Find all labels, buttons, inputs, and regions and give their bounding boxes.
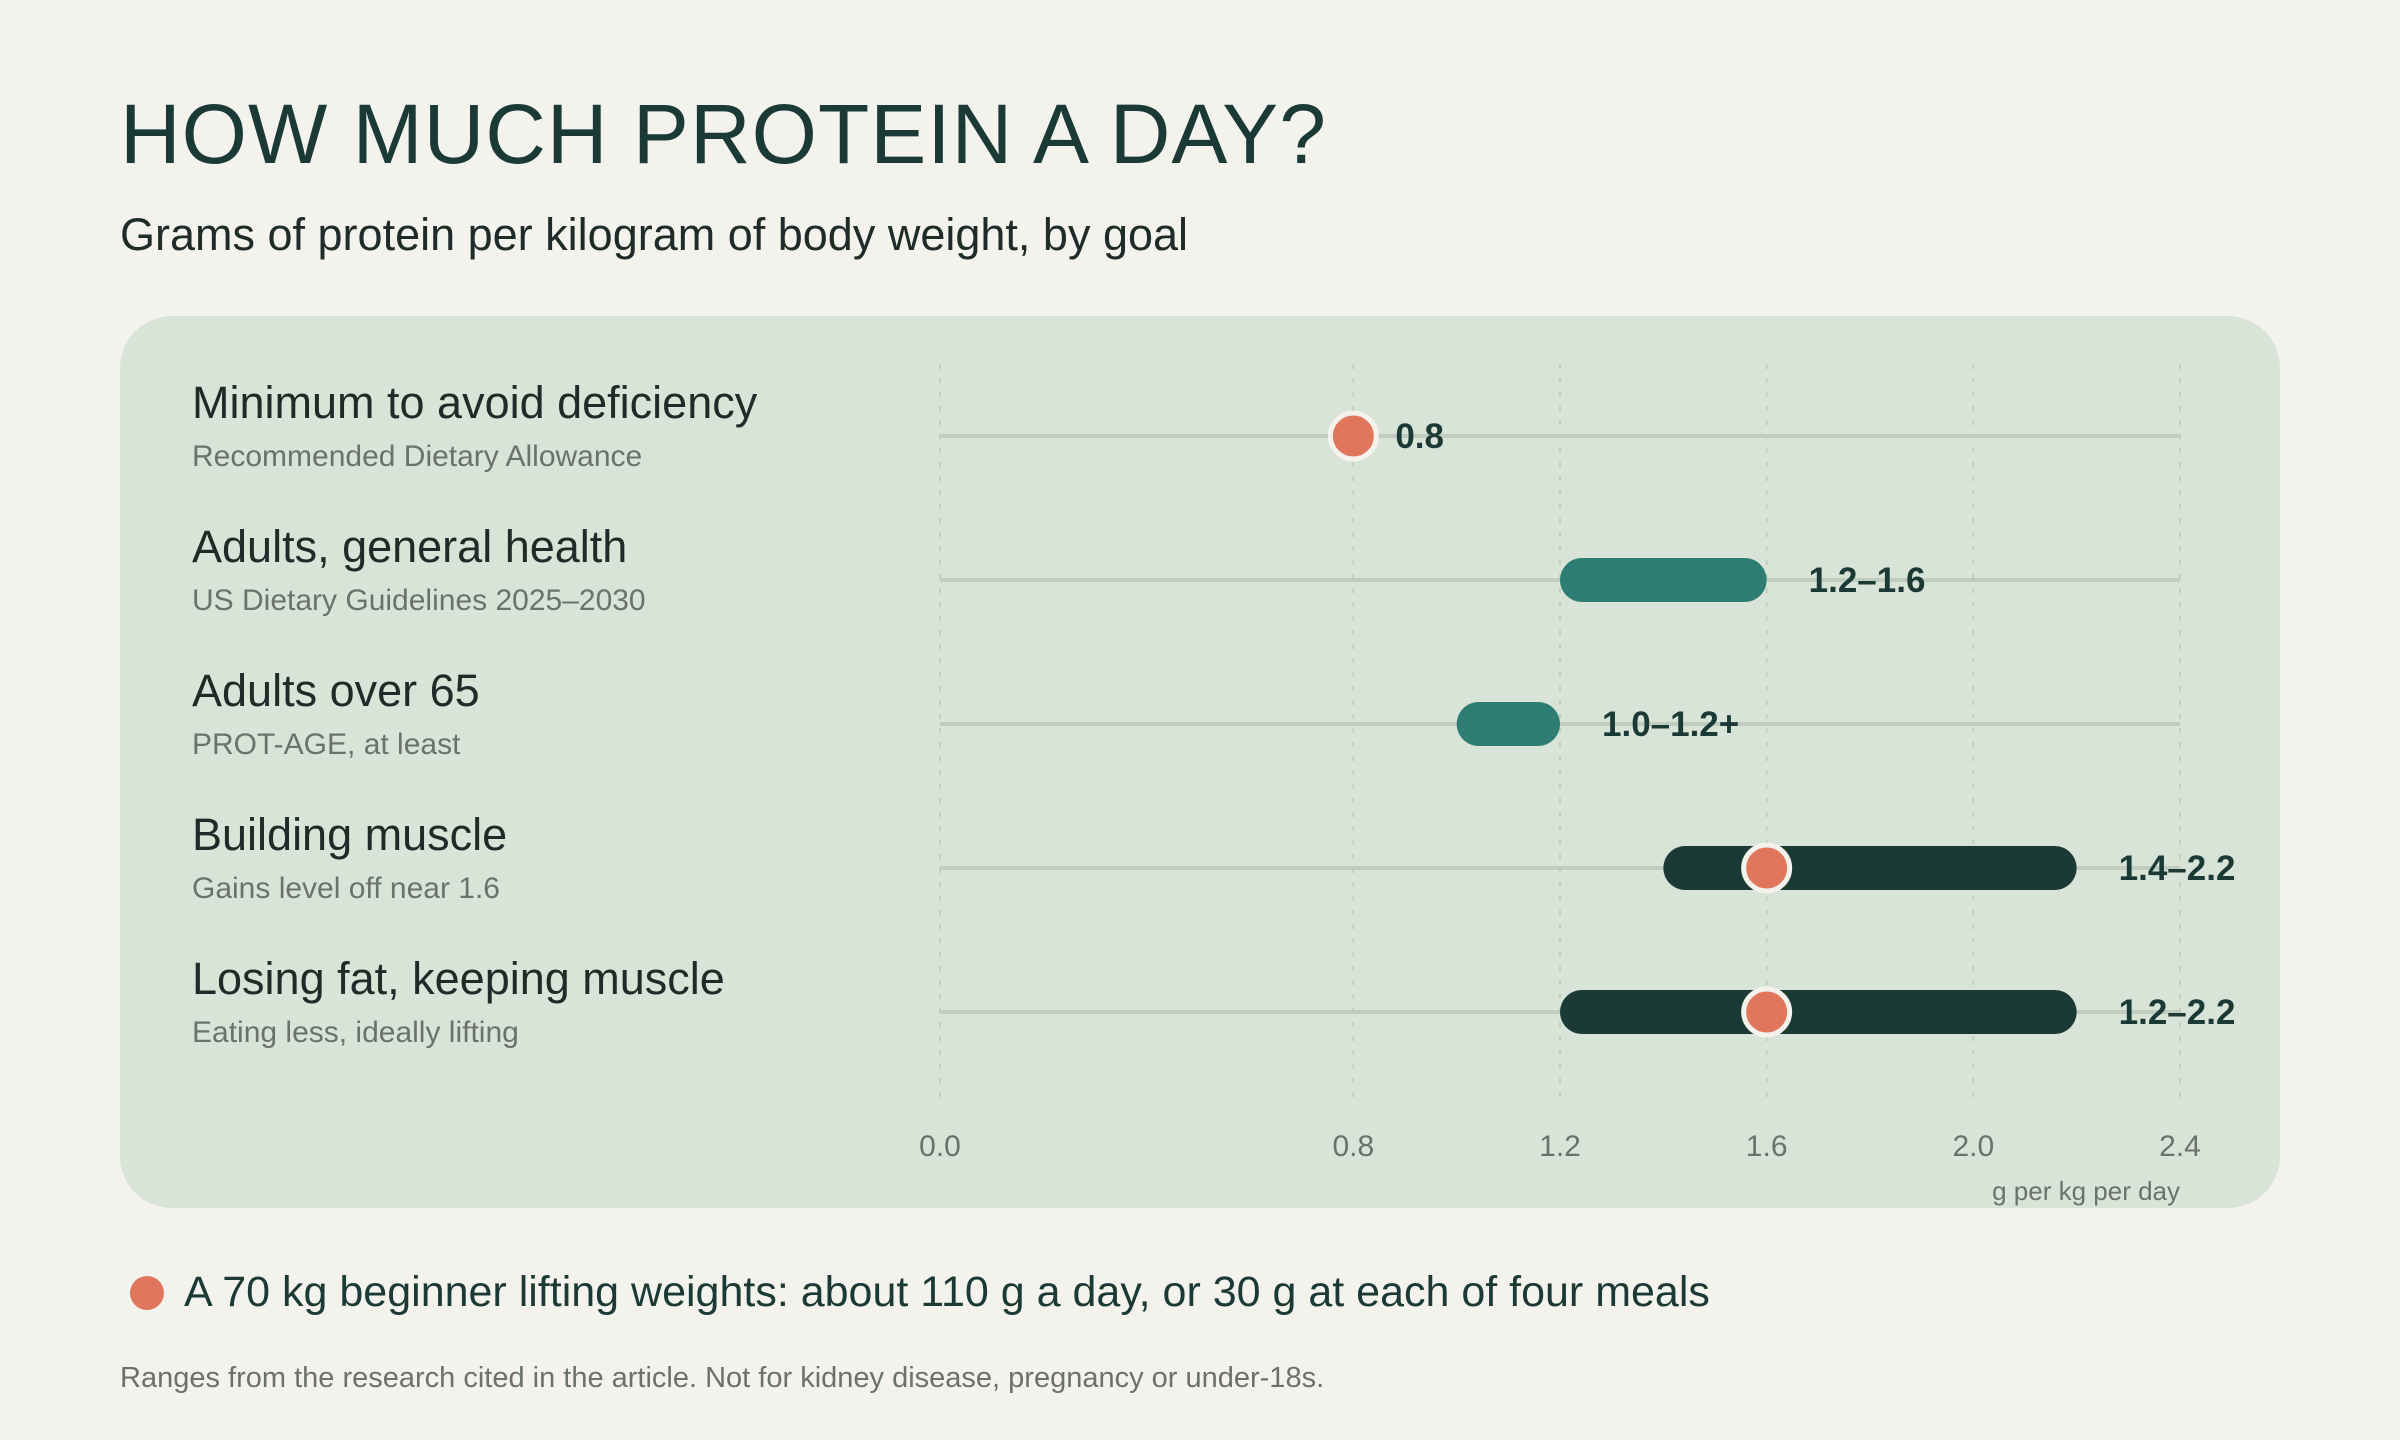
- value-label-1: 1.2–1.6: [1809, 561, 1926, 600]
- row-sublabel-0: Recommended Dietary Allowance: [192, 440, 642, 473]
- row-sublabel-3: Gains level off near 1.6: [192, 872, 500, 905]
- value-label-3: 1.4–2.2: [2119, 849, 2236, 888]
- row-label-1: Adults, general health: [192, 521, 627, 572]
- example-note-text: A 70 kg beginner lifting weights: about …: [184, 1268, 1710, 1316]
- page-title: HOW MUCH PROTEIN A DAY?: [120, 87, 1327, 181]
- row-sublabel-1: US Dietary Guidelines 2025–2030: [192, 584, 646, 617]
- marker-0: [1327, 410, 1379, 462]
- row-label-0: Minimum to avoid deficiency: [192, 377, 758, 428]
- row-sublabel-2: PROT-AGE, at least: [192, 728, 461, 761]
- tick-label-5: 2.4: [2159, 1130, 2201, 1163]
- range-bar-4: [1560, 990, 2077, 1034]
- chart-panel: Minimum to avoid deficiency Recommended D…: [120, 316, 2280, 1208]
- marker-4: [1741, 986, 1793, 1038]
- page-subtitle: Grams of protein per kilogram of body we…: [120, 209, 1189, 260]
- range-bar-3: [1663, 846, 2077, 890]
- row-sublabel-4: Eating less, ideally lifting: [192, 1016, 519, 1049]
- value-label-4: 1.2–2.2: [2119, 993, 2236, 1032]
- marker-dot-icon: [130, 1275, 164, 1310]
- range-bar-1: [1560, 558, 1767, 602]
- marker-3: [1741, 842, 1793, 894]
- x-axis-unit-label: g per kg per day: [1992, 1176, 2180, 1206]
- row-label-4: Losing fat, keeping muscle: [192, 953, 725, 1004]
- row-label-2: Adults over 65: [192, 665, 480, 716]
- tick-label-2: 1.2: [1539, 1130, 1581, 1163]
- tick-label-4: 2.0: [1952, 1130, 1994, 1163]
- range-bar-2: [1456, 702, 1560, 746]
- row-label-3: Building muscle: [192, 809, 507, 860]
- example-note: A 70 kg beginner lifting weights: about …: [130, 1268, 1710, 1317]
- tick-label-1: 0.8: [1332, 1130, 1374, 1163]
- value-label-2: 1.0–1.2+: [1602, 705, 1739, 744]
- protein-range-chart: Minimum to avoid deficiency Recommended D…: [192, 364, 2236, 1206]
- tick-label-3: 1.6: [1746, 1130, 1788, 1163]
- footer-note: Ranges from the research cited in the ar…: [120, 1362, 1325, 1394]
- value-label-0: 0.8: [1395, 417, 1444, 456]
- tick-label-0: 0.0: [919, 1130, 961, 1163]
